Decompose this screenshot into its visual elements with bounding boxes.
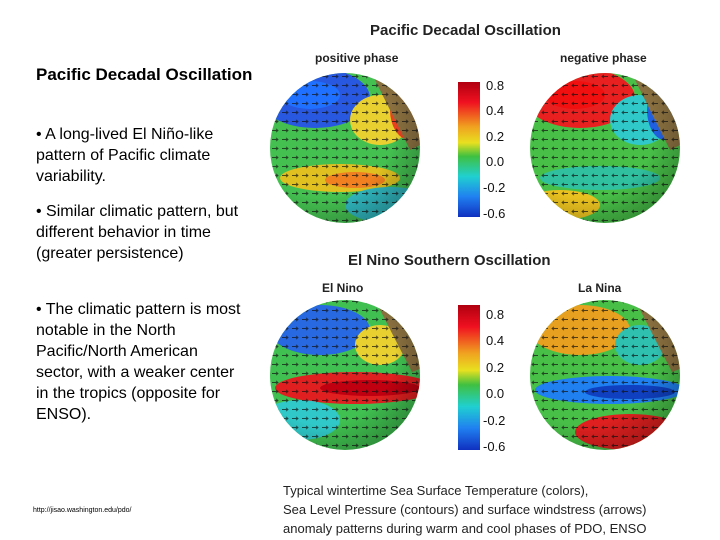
pdo-positive-label: positive phase [315, 51, 399, 65]
la-nina-globe [530, 300, 680, 450]
enso-colorbar-ticks: 0.8 0.4 0.2 0.0 -0.2 -0.6 [483, 307, 505, 454]
pdo-tick-3: 0.2 [486, 129, 504, 144]
bullet-3: • The climatic pattern is most notable i… [36, 301, 241, 423]
pdo-enso-figure: Pacific Decadal Oscillation positive pha… [270, 22, 680, 454]
enso-tick-3: 0.2 [486, 360, 504, 375]
bullet-2: • Similar climatic pattern, but differen… [36, 203, 239, 262]
pdo-tick-5: -0.2 [483, 180, 505, 195]
pdo-colorbar [458, 82, 480, 217]
el-nino-globe [270, 300, 420, 450]
pdo-tick-1: 0.8 [486, 78, 504, 93]
enso-la-nina-label: La Nina [578, 281, 622, 295]
pdo-tick-6: -0.6 [483, 206, 505, 221]
source-url[interactable]: http://jisao.washington.edu/pdo/ [33, 507, 132, 514]
enso-title: El Nino Southern Oscillation [348, 252, 551, 269]
pdo-title: Pacific Decadal Oscillation [370, 22, 561, 39]
pdo-colorbar-ticks: 0.8 0.4 0.2 0.0 -0.2 -0.6 [483, 78, 505, 221]
enso-tick-6: -0.6 [483, 439, 505, 454]
pdo-negative-label: negative phase [560, 51, 647, 65]
caption-line-2: Sea Level Pressure (contours) and surfac… [283, 502, 647, 517]
enso-colorbar [458, 305, 480, 450]
enso-el-nino-label: El Nino [322, 281, 363, 295]
caption-line-3: anomaly patterns during warm and cool ph… [283, 521, 647, 536]
enso-tick-1: 0.8 [486, 307, 504, 322]
enso-tick-2: 0.4 [486, 333, 504, 348]
enso-tick-4: 0.0 [486, 386, 504, 401]
enso-tick-5: -0.2 [483, 413, 505, 428]
pdo-tick-4: 0.0 [486, 154, 504, 169]
bullet-1: • A long-lived El Niño-like pattern of P… [36, 126, 214, 185]
figure-caption: Typical wintertime Sea Surface Temperatu… [283, 481, 713, 538]
pdo-tick-2: 0.4 [486, 103, 504, 118]
caption-line-1: Typical wintertime Sea Surface Temperatu… [283, 483, 589, 498]
pdo-positive-globe [270, 73, 420, 223]
slide-title: Pacific Decadal Oscillation [36, 65, 253, 84]
pdo-negative-globe [530, 73, 680, 223]
